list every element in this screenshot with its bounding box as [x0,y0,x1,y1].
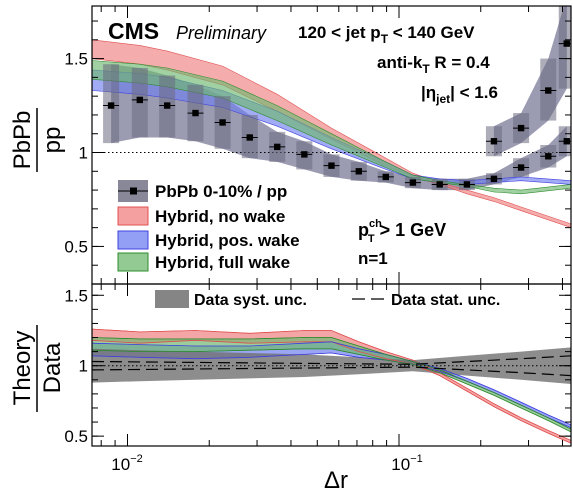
bottom-model-lo-line-2 [92,348,571,433]
text-labels: CMS Preliminary 120 < jet pT < 140 GeV a… [9,18,498,494]
bottom-model-hi-line-0 [92,328,571,441]
bottom-syst-band [92,347,571,384]
n-annotation: n=1 [358,249,388,268]
cms-label: CMS [108,18,159,44]
legend-swatch-model-0 [117,206,149,226]
bottom-model-hi-line-2 [92,337,571,430]
data-point [192,109,199,117]
data-point [328,162,335,169]
bottom-legend: Data syst. unc. Data stat. unc. [155,290,500,309]
data-high-point [517,124,525,132]
data-point [219,119,226,126]
bottom-ytick-label: 1.5 [64,286,88,305]
bottom-ytick-label: 0.5 [64,427,88,446]
data-point [436,181,443,188]
data-point [355,168,362,175]
x-axis-label: Δr [324,467,348,492]
data-high-point [490,138,498,145]
bottom-plot-area [92,328,571,444]
data-point [463,181,471,188]
data-point [107,102,115,109]
legend-label-model-2: Hybrid, full wake [155,253,290,272]
cut-line3: |ηjet| < 1.6 [421,83,498,106]
legend-swatch-model-2 [117,252,149,272]
bottom-ylabel-num: Theory [9,331,36,406]
data-high-syst-box [558,6,571,89]
data-point [563,138,570,145]
top-ytick-label: 0.5 [64,237,88,256]
bottom-ytick-label: 1 [79,357,88,376]
legend-label-stat: Data stat. unc. [391,292,500,309]
preliminary-label: Preliminary [176,23,267,43]
data-point [163,102,171,109]
bottom-model-lo-line-0 [92,339,571,444]
data-point [517,164,525,171]
top-ylabel-den: pp [39,127,66,154]
data-point [246,134,253,141]
legend-label-model-1: Hybrid, pos. wake [155,231,300,250]
cut-line2: anti-kT R = 0.4 [377,53,490,76]
top-ytick-label: 1.5 [64,50,88,69]
legend-label-model-0: Hybrid, no wake [155,207,285,226]
legend-swatch-syst [155,290,189,308]
x-tick-label-1e-1: 10−1 [391,453,422,474]
data-point [274,143,281,151]
pt-annotation: pch T > 1 GeV [358,218,446,245]
data-point [545,153,552,160]
bottom-ylabel-den: Data [39,342,66,393]
data-point [301,151,308,158]
legend-label-data: PbPb 0-10% / pp [155,182,287,201]
top-legend: PbPb 0-10% / pp Hybrid, no wake Hybrid, po… [117,180,300,272]
data-high-point [563,40,570,47]
bottom-panel: 0.5 1 1.5 Data syst. unc. Data stat. unc. [64,283,572,447]
data-point [409,179,417,186]
x-tick-label-1e-2: 10−2 [111,453,142,474]
data-point [382,173,389,181]
legend-swatch-data-marker [130,187,137,195]
data-high-point [545,87,552,94]
model-band-2 [92,60,571,195]
cut-line1: 120 < jet pT < 140 GeV [298,23,475,46]
top-ytick-label: 1 [79,144,88,163]
data-point [136,96,144,104]
top-panel: 0.5 1 1.5 PbPb 0-10% / pp Hybrid, no wake Hyb… [64,5,572,285]
top-plot-area [92,6,571,228]
legend-swatch-model-1 [117,230,149,250]
bottom-frame [91,283,572,447]
top-ylabel-num: PbPb [9,111,36,170]
data-point [490,175,498,183]
legend-label-syst: Data syst. unc. [194,292,307,309]
